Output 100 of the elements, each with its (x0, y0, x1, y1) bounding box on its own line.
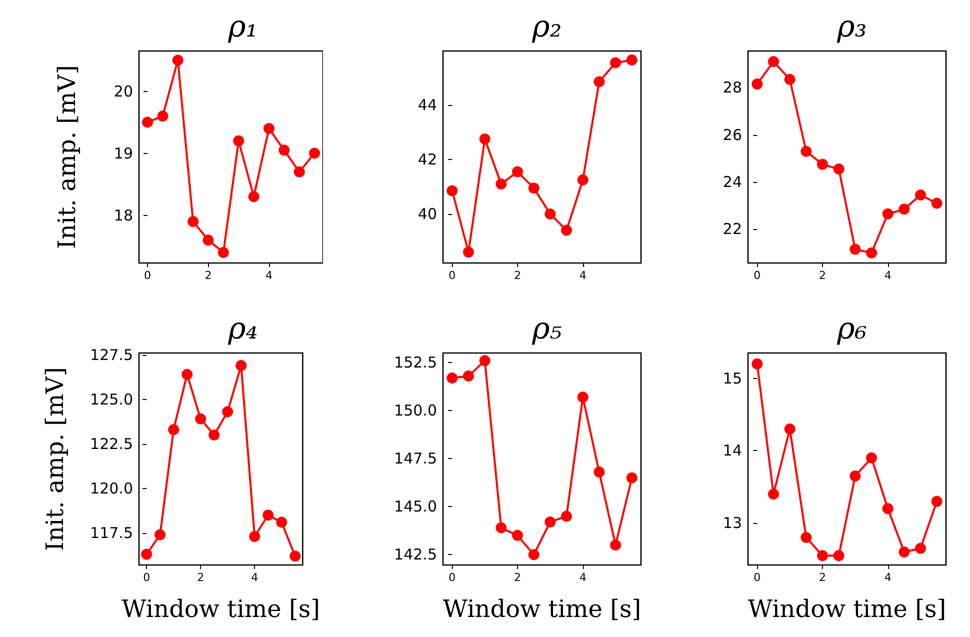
x-tick-label: 0 (143, 571, 150, 584)
y-tick-label: 42 (418, 150, 437, 168)
y-tick-label: 18 (114, 206, 133, 224)
point (496, 178, 507, 190)
point (248, 191, 260, 202)
point (752, 78, 763, 90)
x-tick-label: 4 (884, 571, 892, 584)
y-tick-label: 40 (418, 204, 437, 223)
point (276, 516, 288, 528)
point (222, 406, 234, 418)
point (866, 247, 878, 258)
chart-title: ρ₄ (227, 312, 258, 346)
y-tick-label: 122.5 (90, 434, 133, 453)
x-tick-label: 0 (754, 269, 761, 282)
y-tick-label: 22 (722, 220, 742, 238)
point (610, 57, 622, 68)
point (850, 244, 861, 255)
point (479, 355, 490, 366)
x-tick-label: 4 (251, 571, 258, 584)
point (249, 531, 260, 542)
point (462, 246, 474, 258)
point (309, 148, 320, 159)
point (931, 496, 942, 507)
point (262, 510, 274, 521)
point (752, 358, 763, 370)
point (577, 174, 588, 186)
point (294, 166, 305, 178)
point (290, 550, 301, 562)
x-tick-label: 2 (514, 269, 521, 282)
point (157, 110, 168, 122)
point (768, 488, 779, 500)
x-tick-label: 2 (204, 269, 212, 282)
x-tick-label: 0 (754, 571, 761, 584)
x-tick-label: 4 (579, 269, 586, 282)
point (446, 185, 458, 196)
y-tick-label: 145.0 (394, 498, 437, 516)
point (833, 164, 844, 175)
point (512, 166, 523, 178)
point (817, 550, 828, 562)
point (850, 470, 861, 482)
point (512, 530, 523, 541)
point (188, 216, 199, 227)
x-tick-label: 4 (265, 269, 272, 282)
x-tick-label: 2 (514, 571, 521, 584)
x-tick-label: 4 (579, 571, 586, 584)
y-tick-label: 15 (722, 369, 742, 388)
point (561, 510, 572, 522)
y-tick-label: 147.5 (394, 450, 437, 468)
y-axis-title: Init. amp. [mV] (53, 64, 81, 250)
point (817, 158, 828, 170)
point (882, 503, 894, 514)
point (195, 413, 206, 424)
point (610, 540, 622, 551)
point (768, 56, 779, 68)
point (561, 224, 572, 236)
x-tick-label: 2 (818, 571, 826, 584)
point (208, 429, 220, 440)
y-tick-label: 19 (114, 144, 133, 162)
y-tick-label: 44 (418, 96, 437, 114)
y-tick-label: 120.0 (90, 479, 133, 498)
y-tick-label: 150.0 (394, 402, 437, 420)
y-tick-label: 127.5 (90, 346, 133, 364)
point (915, 190, 926, 201)
x-axis-title: Window time [s] (122, 595, 320, 623)
point (154, 529, 166, 540)
point (544, 208, 556, 220)
point (233, 135, 244, 146)
y-tick-label: 117.5 (90, 524, 133, 542)
point (882, 208, 894, 220)
point (800, 532, 812, 543)
point (168, 424, 180, 436)
point (263, 122, 274, 134)
y-tick-label: 28 (722, 78, 742, 97)
y-tick-label: 14 (722, 442, 742, 460)
point (278, 144, 290, 156)
point (141, 548, 152, 560)
y-tick-label: 24 (722, 173, 742, 192)
point (446, 372, 458, 384)
y-tick-label: 152.5 (394, 354, 437, 372)
point (142, 116, 153, 128)
y-tick-label: 142.5 (394, 546, 437, 564)
point (898, 204, 910, 215)
x-tick-label: 2 (197, 571, 204, 584)
point (898, 546, 910, 558)
point (931, 198, 942, 209)
point (626, 54, 638, 66)
point (577, 392, 588, 403)
point (182, 368, 193, 380)
y-axis-title: Init. amp. [mV] (41, 366, 69, 552)
point (915, 542, 926, 554)
x-tick-label: 0 (448, 571, 456, 584)
chart-title: ρ₅ (531, 312, 562, 346)
chart-title: ρ₃ (836, 10, 867, 44)
point (479, 134, 490, 145)
x-tick-label: 0 (448, 269, 456, 282)
point (236, 360, 247, 371)
point (626, 472, 638, 484)
y-tick-label: 13 (722, 514, 742, 532)
point (594, 466, 605, 478)
x-axis-title: Window time [s] (442, 595, 642, 623)
